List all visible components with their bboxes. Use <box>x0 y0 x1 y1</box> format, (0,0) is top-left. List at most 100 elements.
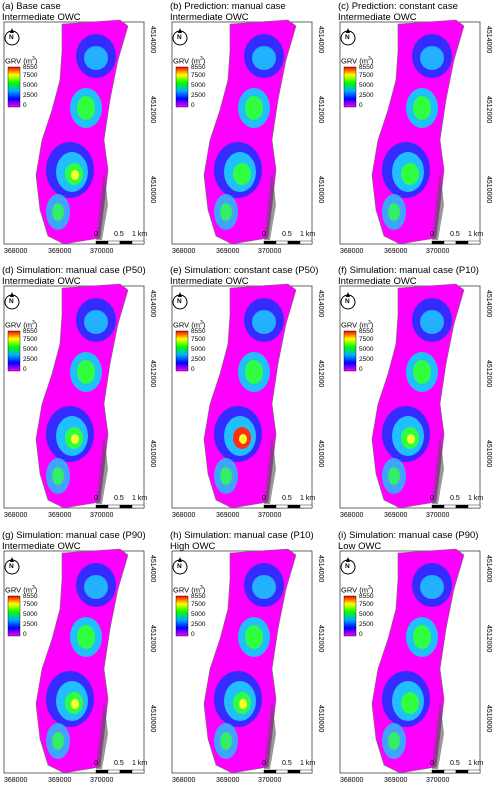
panel-title: (a) Base case <box>2 1 61 12</box>
legend-label: 8550 <box>191 328 206 335</box>
map-panel: (a) Base case Intermediate OWC N GRV (m3) 85… <box>0 0 162 258</box>
scalebar-label: 0.5 <box>450 231 460 238</box>
legend-label: 8550 <box>23 64 38 71</box>
grv-map <box>3 19 145 245</box>
scalebar-label: 0.5 <box>114 231 124 238</box>
y-tick-label: 4510000 <box>149 176 156 204</box>
scalebar-label: 0 <box>94 760 98 767</box>
legend-title: GRV (m3) <box>341 56 374 66</box>
scalebar-label: 0 <box>94 231 98 238</box>
panel-subtitle: Intermediate OWC <box>170 276 249 287</box>
legend-label: 7500 <box>191 601 206 608</box>
panel-subtitle: Intermediate OWC <box>2 12 81 23</box>
panel-title: (c) Prediction: constant case <box>338 1 458 12</box>
legend-label: 7500 <box>23 601 38 608</box>
x-tick-label: 369000 <box>384 777 408 784</box>
x-tick-label: 370000 <box>426 512 450 519</box>
y-tick-label: 4512000 <box>149 625 156 653</box>
legend-label: 8550 <box>191 593 206 600</box>
legend-colorbar <box>175 330 189 372</box>
legend-label: 8550 <box>23 328 38 335</box>
map-panel: (d) Simulation: manual case (P50) Interme… <box>0 264 162 522</box>
scalebar-label: 0.5 <box>114 760 124 767</box>
legend-label: 0 <box>191 366 195 373</box>
legend-colorbar <box>343 595 357 637</box>
map-panel: (g) Simulation: manual case (P90) Interme… <box>0 529 162 787</box>
legend-label: 0 <box>359 631 363 638</box>
legend-title: GRV (m3) <box>5 56 38 66</box>
x-tick-label: 368000 <box>340 512 364 519</box>
y-tick-label: 4514000 <box>485 555 492 583</box>
y-tick-label: 4510000 <box>149 440 156 468</box>
north-label: N <box>177 563 182 570</box>
legend-label: 7500 <box>191 72 206 79</box>
scalebar-label: 1 km <box>132 760 148 767</box>
x-tick-label: 368000 <box>172 512 196 519</box>
legend-label: 2500 <box>23 356 38 363</box>
y-tick-label: 4514000 <box>317 26 324 54</box>
legend-label: 5000 <box>359 611 374 618</box>
legend-label: 5000 <box>191 346 206 353</box>
y-tick-label: 4510000 <box>317 176 324 204</box>
legend-label: 0 <box>191 102 195 109</box>
legend-label: 2500 <box>359 621 374 628</box>
scalebar-label: 0.5 <box>282 760 292 767</box>
y-tick-label: 4510000 <box>485 176 492 204</box>
scalebar-label: 1 km <box>468 760 484 767</box>
legend-title: GRV (m3) <box>173 585 206 595</box>
scalebar-label: 1 km <box>132 231 148 238</box>
panel-subtitle: Intermediate OWC <box>338 276 417 287</box>
legend-label: 0 <box>359 366 363 373</box>
legend-title: GRV (m3) <box>341 320 374 330</box>
x-tick-label: 368000 <box>4 777 28 784</box>
x-tick-label: 370000 <box>258 512 282 519</box>
legend-label: 0 <box>23 366 27 373</box>
legend-label: 7500 <box>23 336 38 343</box>
scalebar-label: 0 <box>430 495 434 502</box>
y-tick-label: 4514000 <box>485 290 492 318</box>
legend-label: 5000 <box>359 346 374 353</box>
panel-subtitle: Low OWC <box>338 541 382 552</box>
panel-subtitle: Intermediate OWC <box>2 276 81 287</box>
y-tick-label: 4510000 <box>317 705 324 733</box>
scalebar-label: 1 km <box>300 495 316 502</box>
y-tick-label: 4512000 <box>485 360 492 388</box>
y-tick-label: 4514000 <box>485 26 492 54</box>
x-tick-label: 368000 <box>4 248 28 255</box>
y-tick-label: 4514000 <box>317 555 324 583</box>
grv-map <box>171 548 313 774</box>
scalebar-label: 0.5 <box>282 231 292 238</box>
panel-title: (g) Simulation: manual case (P90) <box>2 530 146 541</box>
legend-label: 0 <box>23 102 27 109</box>
y-tick-label: 4514000 <box>149 290 156 318</box>
scalebar-label: 0 <box>430 760 434 767</box>
legend-label: 8550 <box>359 328 374 335</box>
y-tick-label: 4512000 <box>149 96 156 124</box>
legend-label: 7500 <box>359 72 374 79</box>
scalebar-label: 0 <box>262 231 266 238</box>
scalebar-label: 1 km <box>468 231 484 238</box>
legend-label: 0 <box>191 631 195 638</box>
grv-map <box>171 19 313 245</box>
x-tick-label: 370000 <box>258 248 282 255</box>
legend-label: 2500 <box>191 92 206 99</box>
scalebar-label: 1 km <box>300 760 316 767</box>
y-tick-label: 4512000 <box>149 360 156 388</box>
grv-map <box>339 283 481 509</box>
legend-label: 2500 <box>23 621 38 628</box>
legend-label: 5000 <box>191 611 206 618</box>
y-tick-label: 4510000 <box>485 705 492 733</box>
legend-label: 7500 <box>359 336 374 343</box>
map-panel: (i) Simulation: manual case (P90) Low OWC… <box>336 529 498 787</box>
grv-map <box>171 283 313 509</box>
y-tick-label: 4512000 <box>317 96 324 124</box>
grv-map <box>339 548 481 774</box>
north-label: N <box>345 34 350 41</box>
y-tick-label: 4514000 <box>149 555 156 583</box>
x-tick-label: 368000 <box>172 777 196 784</box>
y-tick-label: 4514000 <box>317 290 324 318</box>
grv-map <box>3 548 145 774</box>
legend-label: 5000 <box>359 82 374 89</box>
legend-label: 2500 <box>191 356 206 363</box>
map-panel: (f) Simulation: manual case (P10) Interme… <box>336 264 498 522</box>
